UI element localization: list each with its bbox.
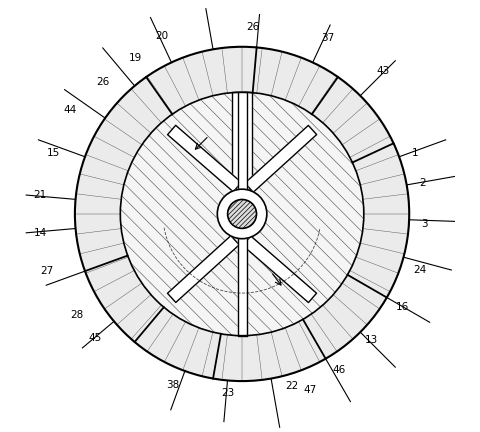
Text: 27: 27 (40, 266, 53, 276)
Polygon shape (245, 125, 317, 192)
Circle shape (75, 47, 409, 381)
Text: 15: 15 (47, 148, 60, 158)
Text: 14: 14 (34, 228, 47, 238)
Text: 22: 22 (285, 381, 299, 391)
Polygon shape (232, 92, 252, 189)
Text: 19: 19 (129, 53, 143, 64)
Text: 45: 45 (88, 333, 101, 343)
Text: 23: 23 (221, 388, 234, 398)
Text: 43: 43 (377, 66, 390, 76)
Text: 38: 38 (166, 381, 180, 391)
Circle shape (217, 189, 267, 239)
Text: 26: 26 (96, 77, 110, 87)
Text: 37: 37 (321, 33, 334, 43)
Text: 26: 26 (246, 22, 259, 32)
Text: 47: 47 (303, 385, 317, 395)
Text: 24: 24 (413, 265, 427, 275)
Text: 21: 21 (34, 190, 47, 200)
Polygon shape (243, 236, 316, 302)
Text: 46: 46 (333, 365, 346, 375)
Polygon shape (238, 234, 247, 336)
Text: 13: 13 (364, 335, 378, 345)
Polygon shape (238, 92, 247, 194)
Text: 20: 20 (155, 31, 168, 41)
Text: 16: 16 (396, 302, 409, 311)
Text: 2: 2 (419, 178, 426, 188)
Text: 3: 3 (421, 219, 428, 229)
Polygon shape (168, 236, 239, 302)
Text: 28: 28 (71, 310, 84, 320)
Circle shape (228, 200, 256, 229)
Circle shape (75, 47, 409, 381)
Circle shape (120, 92, 364, 336)
Polygon shape (168, 125, 241, 192)
Text: 1: 1 (411, 148, 418, 158)
Text: 44: 44 (63, 105, 76, 115)
